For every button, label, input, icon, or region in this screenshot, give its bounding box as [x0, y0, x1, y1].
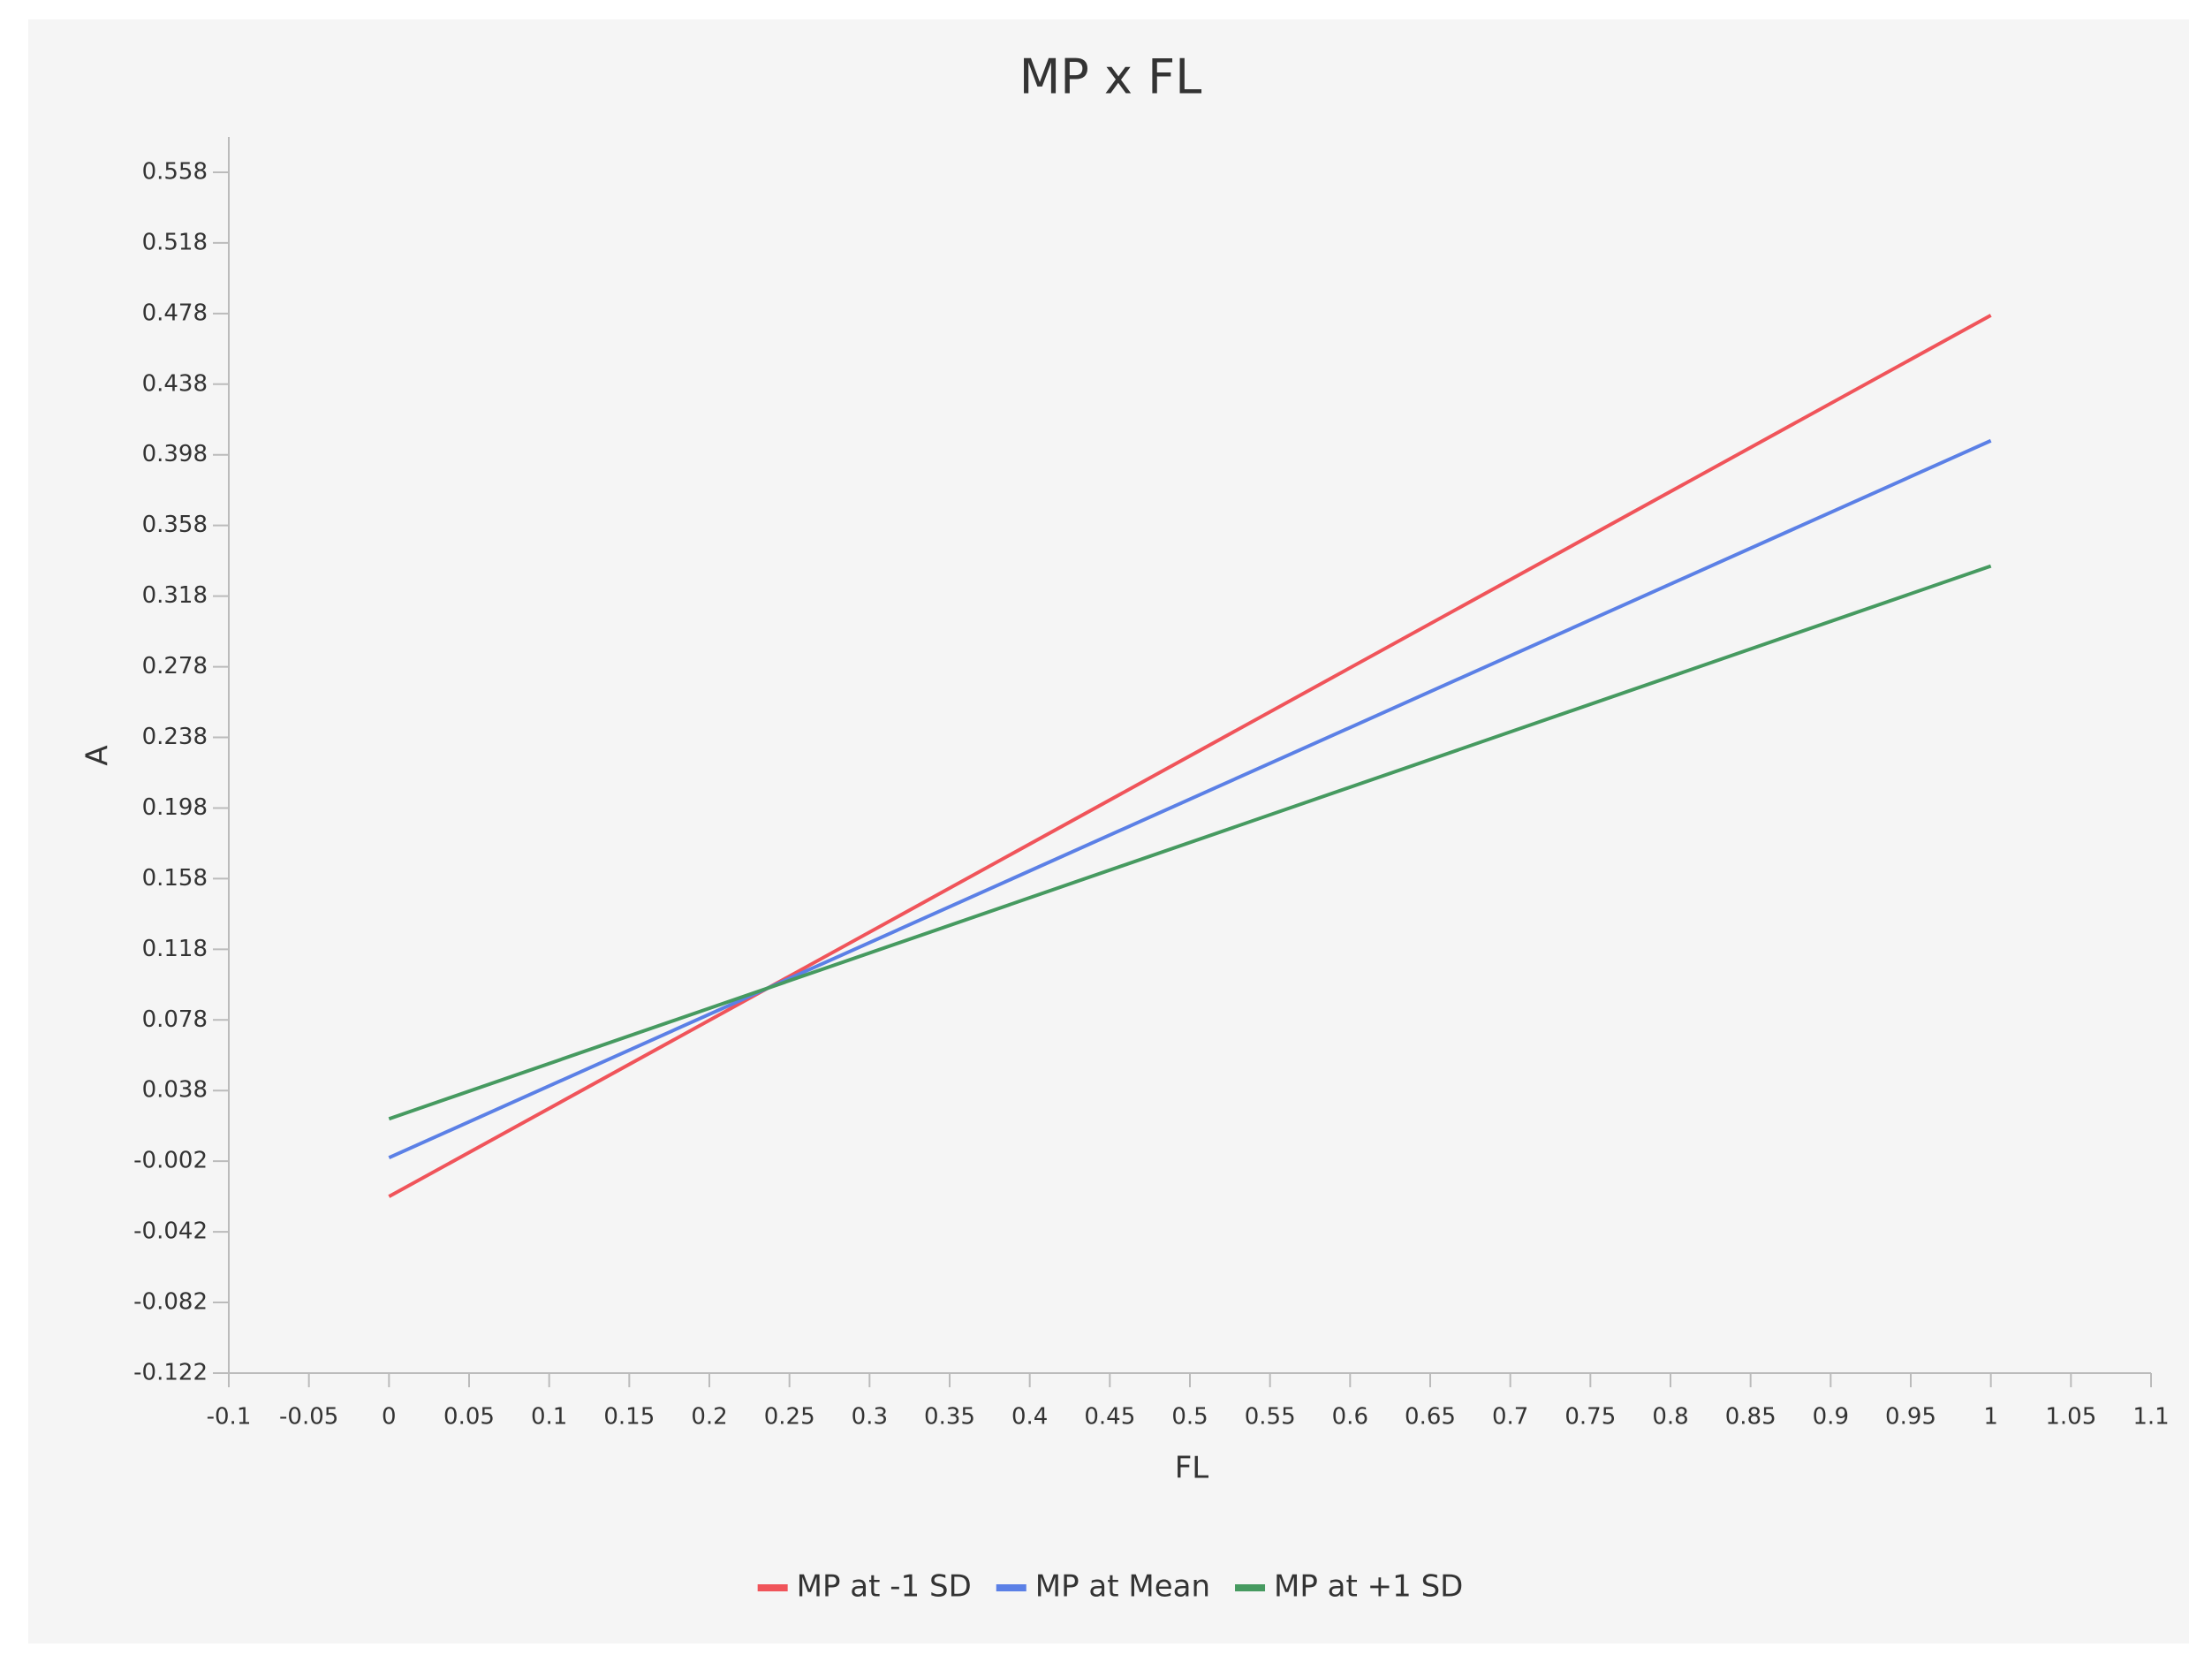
- y-tick-label: -0.122: [133, 1360, 208, 1386]
- x-axis-label: FL: [1175, 1451, 1209, 1486]
- x-tick-label: 0.3: [852, 1404, 888, 1431]
- x-tick-label: 0.7: [1492, 1404, 1528, 1431]
- x-tick-label: -0.05: [279, 1404, 338, 1431]
- y-tick-label: 0.398: [142, 441, 208, 467]
- x-tick-label: 0.45: [1084, 1404, 1135, 1431]
- legend-swatch: [996, 1584, 1026, 1591]
- x-tick-label: 0.2: [691, 1404, 727, 1431]
- legend-swatch: [757, 1584, 788, 1591]
- y-tick-label: 0.478: [142, 300, 208, 326]
- y-tick-label: 0.038: [142, 1077, 208, 1104]
- x-tick-label: 0.65: [1405, 1404, 1456, 1431]
- y-tick-label: 0.158: [142, 865, 208, 892]
- x-tick-label: 1.05: [2045, 1404, 2096, 1431]
- y-tick-label: 0.438: [142, 370, 208, 397]
- legend-label: MP at +1 SD: [1274, 1569, 1463, 1605]
- x-tick-label: 0.55: [1245, 1404, 1296, 1431]
- y-tick-label: 0.078: [142, 1006, 208, 1033]
- y-tick-label: -0.042: [133, 1218, 208, 1245]
- x-tick-label: 0: [382, 1404, 397, 1431]
- x-tick-label: 0.05: [443, 1404, 495, 1431]
- y-tick-label: -0.002: [133, 1148, 208, 1174]
- legend-swatch: [1235, 1584, 1266, 1591]
- y-axis-label: A: [80, 745, 116, 765]
- x-tick-label: 0.6: [1332, 1404, 1368, 1431]
- legend-label: MP at Mean: [1035, 1569, 1210, 1605]
- x-tick-label: 0.1: [531, 1404, 567, 1431]
- x-tick-label: 0.25: [764, 1404, 815, 1431]
- chart-title: MP x FL: [1019, 49, 1202, 105]
- y-tick-label: 0.238: [142, 724, 208, 750]
- x-tick-label: 0.9: [1813, 1404, 1849, 1431]
- x-tick-label: 0.75: [1564, 1404, 1616, 1431]
- series-line: [388, 564, 1992, 1121]
- x-tick-label: 0.35: [924, 1404, 975, 1431]
- y-tick-label: 0.318: [142, 582, 208, 609]
- x-tick-label: 1.1: [2132, 1404, 2169, 1431]
- x-tick-label: 1: [1983, 1404, 1998, 1431]
- chart-background: [28, 19, 2189, 1643]
- y-tick-label: 0.118: [142, 936, 208, 962]
- y-tick-label: 0.358: [142, 512, 208, 538]
- y-tick-label: 0.558: [142, 158, 208, 185]
- x-tick-label: 0.5: [1171, 1404, 1208, 1431]
- x-tick-label: -0.1: [207, 1404, 252, 1431]
- series-line: [388, 314, 1992, 1198]
- x-tick-label: 0.15: [603, 1404, 655, 1431]
- x-tick-label: 0.4: [1011, 1404, 1048, 1431]
- x-tick-label: 0.95: [1885, 1404, 1936, 1431]
- y-tick-label: 0.198: [142, 794, 208, 821]
- series-line: [388, 438, 1992, 1159]
- y-tick-label: 0.278: [142, 653, 208, 679]
- x-tick-label: 0.85: [1725, 1404, 1776, 1431]
- y-tick-label: 0.518: [142, 229, 208, 255]
- legend-label: MP at -1 SD: [797, 1569, 972, 1605]
- y-tick-label: -0.082: [133, 1289, 208, 1316]
- x-tick-label: 0.8: [1652, 1404, 1688, 1431]
